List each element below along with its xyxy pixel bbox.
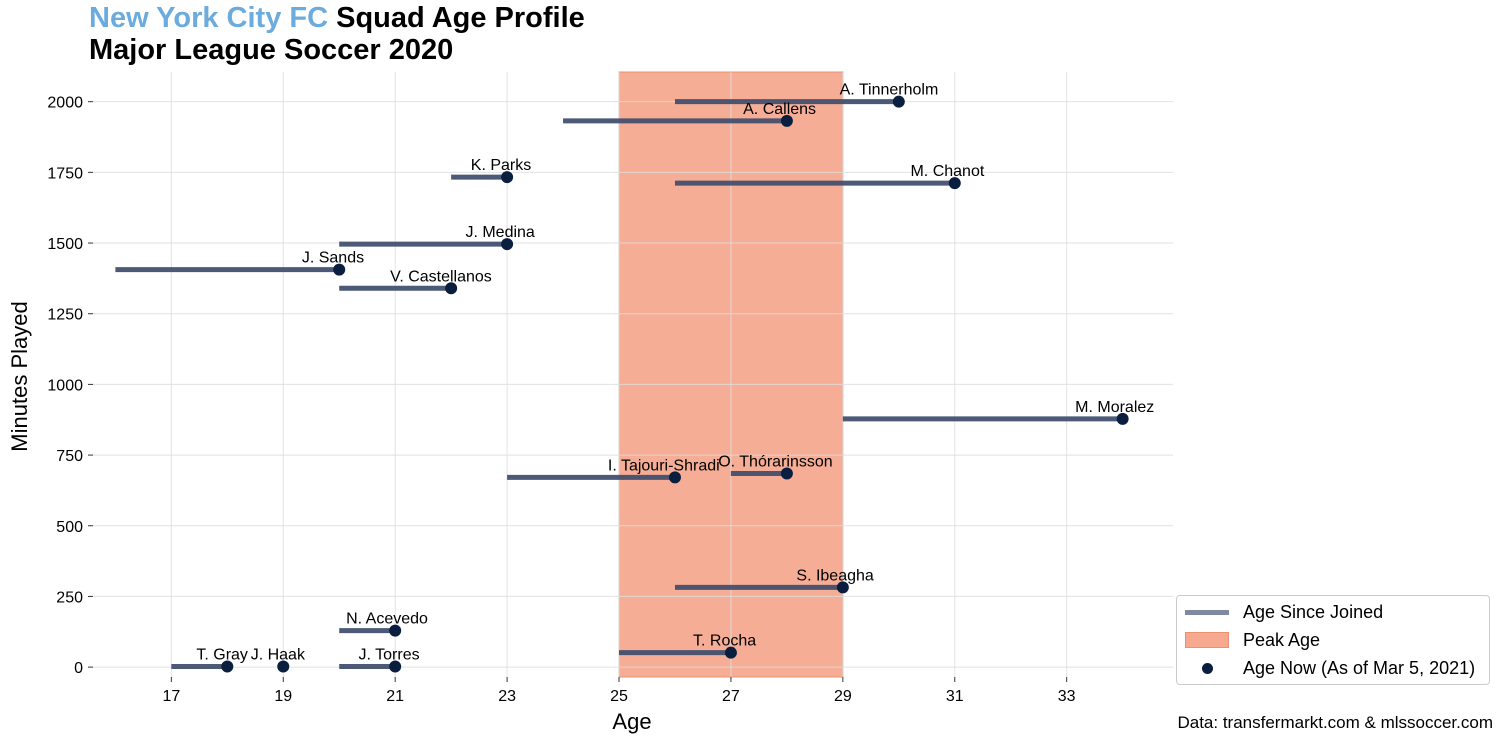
age-now-dot <box>389 624 402 637</box>
player-name-label: A. Tinnerholm <box>840 82 939 99</box>
legend-dot-swatch <box>1185 662 1229 674</box>
player-name-label: J. Torres <box>359 647 420 664</box>
age-now-dot <box>333 263 346 276</box>
player-name-label: S. Ibeagha <box>796 567 874 584</box>
x-tick-label: 25 <box>610 688 628 705</box>
team-name: New York City FC <box>89 2 329 34</box>
age-now-dot <box>668 471 681 484</box>
chart-legend: Age Since Joined Peak Age Age Now (As of… <box>1176 595 1490 685</box>
title-line-1: New York City FC Squad Age Profile <box>89 2 585 34</box>
age-now-dot <box>221 660 234 673</box>
y-tick-label: 1000 <box>47 377 83 394</box>
age-now-dot <box>1116 412 1129 425</box>
x-axis-label: Age <box>612 709 651 734</box>
x-tick-label: 27 <box>722 688 740 705</box>
player-name-label: J. Medina <box>465 224 534 241</box>
y-tick-label: 500 <box>56 519 83 536</box>
y-tick-label: 1500 <box>47 236 83 253</box>
player-name-label: J. Haak <box>251 647 306 664</box>
player-name-label: V. Castellanos <box>390 268 492 285</box>
age-now-dot <box>277 660 290 673</box>
x-tick-label: 21 <box>386 688 404 705</box>
y-tick-label: 1250 <box>47 307 83 324</box>
y-tick-label: 0 <box>74 660 83 677</box>
player-name-label: M. Moralez <box>1075 399 1154 416</box>
player-name-label: M. Chanot <box>910 163 984 180</box>
age-now-dot <box>389 660 402 673</box>
player-name-label: N. Acevedo <box>346 611 428 628</box>
y-axis-label: Minutes Played <box>7 301 32 451</box>
player-name-label: I. Tajouri-Shradi <box>608 457 720 474</box>
player-name-label: J. Sands <box>302 250 364 267</box>
player-name-label: A. Callens <box>743 101 816 118</box>
age-now-dot <box>780 114 793 127</box>
age-now-dot <box>780 467 793 480</box>
chart-title: New York City FC Squad Age Profile Major… <box>89 2 585 66</box>
y-tick-label: 2000 <box>47 95 83 112</box>
legend-peak-swatch <box>1185 632 1229 648</box>
y-tick-label: 750 <box>56 448 83 465</box>
player-name-label: O. Thórarinsson <box>718 453 832 470</box>
age-now-dot <box>948 177 961 190</box>
legend-label-now: Age Now (As of Mar 5, 2021) <box>1243 657 1476 678</box>
legend-item-joined: Age Since Joined <box>1185 601 1383 623</box>
title-suffix: Squad Age Profile <box>328 2 585 34</box>
source-note: Data: transfermarkt.com & mlssoccer.com <box>1177 713 1493 732</box>
player-name-label: T. Gray <box>196 647 248 664</box>
x-tick-label: 17 <box>162 688 180 705</box>
legend-line-swatch <box>1185 609 1229 615</box>
x-tick-label: 19 <box>274 688 292 705</box>
legend-label-peak: Peak Age <box>1243 629 1321 650</box>
y-tick-label: 250 <box>56 589 83 606</box>
x-tick-label: 31 <box>946 688 964 705</box>
age-now-dot <box>836 581 849 594</box>
age-now-dot <box>445 282 458 295</box>
legend-item-now: Age Now (As of Mar 5, 2021) <box>1185 657 1475 679</box>
x-tick-label: 29 <box>834 688 852 705</box>
title-line-2: Major League Soccer 2020 <box>89 34 454 66</box>
legend-item-peak: Peak Age <box>1185 629 1320 651</box>
player-name-label: T. Rocha <box>693 633 756 650</box>
age-now-dot <box>501 171 514 184</box>
legend-label-joined: Age Since Joined <box>1243 601 1384 622</box>
player-name-label: K. Parks <box>471 157 531 174</box>
x-tick-label: 23 <box>498 688 516 705</box>
x-tick-label: 33 <box>1058 688 1076 705</box>
age-now-dot <box>501 238 514 251</box>
age-now-dot <box>724 646 737 659</box>
age-now-dot <box>892 95 905 108</box>
y-tick-label: 1750 <box>47 165 83 182</box>
